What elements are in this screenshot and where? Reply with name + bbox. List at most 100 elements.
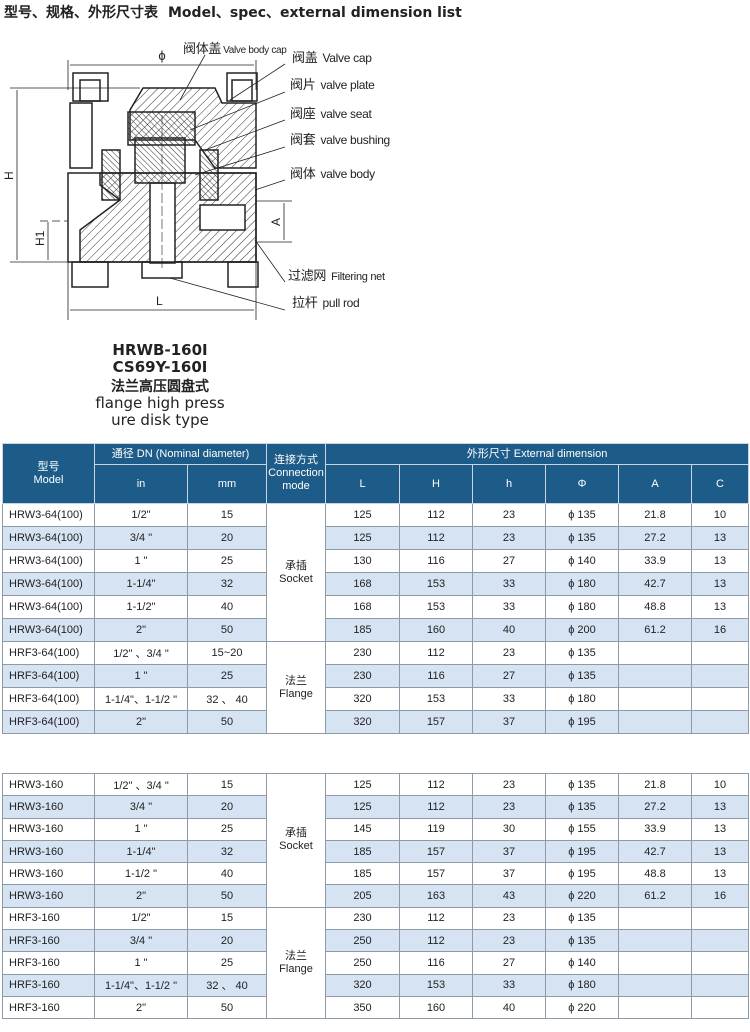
table-row: HRF3-64(100) 1-1/4"、1-1/2 " 32 、 40 320 153 3… <box>2 687 750 711</box>
table-row: HRF3-160 2" 50 350 160 40 ϕ 220 <box>2 995 749 1020</box>
cell-mm: 25 <box>187 951 267 975</box>
cell-h: 40 <box>472 618 546 642</box>
cell-in: 1 " <box>94 817 188 841</box>
cell-H: 157 <box>399 862 473 886</box>
table-row: HRF3-160 1 " 25 250 116 27 ϕ 140 <box>2 951 749 975</box>
cell-mm: 32 、 40 <box>187 687 267 711</box>
cell-C <box>691 906 749 931</box>
cell-in: 2" <box>94 884 188 908</box>
part-label-valve-seat: 阀座 valve seat <box>290 106 372 121</box>
cell-L: 250 <box>325 951 400 975</box>
dim-h1: H1 <box>33 230 47 246</box>
cell-H: 153 <box>399 973 473 997</box>
table-row: HRF3-64(100) 1 " 25 230 116 27 ϕ 135 <box>2 664 750 688</box>
cell-L: 125 <box>325 526 400 550</box>
cell-H: 163 <box>399 884 473 908</box>
cell-phi: ϕ 180 <box>545 973 619 997</box>
table-row: HRW3-160 1-1/2 " 40 185 157 37 ϕ 195 48.8 13 <box>2 862 749 886</box>
cell-L: 125 <box>325 795 400 819</box>
cell-H: 112 <box>399 641 473 665</box>
cell-C <box>690 664 750 688</box>
cell-A: 42.7 <box>618 572 692 596</box>
part-label-valve-plate: 阀片 valve plate <box>290 77 375 92</box>
cell-L: 125 <box>325 772 400 797</box>
header-mm: mm <box>187 464 267 504</box>
cell-h: 23 <box>472 641 546 665</box>
cell-h: 27 <box>472 549 546 573</box>
cell-phi: ϕ 135 <box>545 772 619 797</box>
cell-in: 1/2" <box>94 906 188 931</box>
connection-mode-cell: 法兰 Flange <box>266 906 326 1020</box>
cell-in: 1 " <box>94 951 188 975</box>
cell-L: 350 <box>325 995 400 1020</box>
table-row: HRW3-160 1 " 25 145 119 30 ϕ 155 33.9 13 <box>2 817 749 841</box>
cell-h: 27 <box>472 951 546 975</box>
cell-A <box>618 687 692 711</box>
cell-A: 21.8 <box>618 772 692 797</box>
cell-phi: ϕ 140 <box>545 549 619 573</box>
cell-A <box>618 906 692 931</box>
cell-C <box>691 951 749 975</box>
cell-A: 42.7 <box>618 839 692 864</box>
table-row: HRW3-64(100) 1-1/4" 32 168 153 33 ϕ 180 42.7 13 <box>2 572 750 596</box>
cell-H: 157 <box>399 710 473 734</box>
cell-mm: 20 <box>187 795 267 819</box>
cell-model: HRF3-160 <box>2 929 95 953</box>
cell-model: HRW3-64(100) <box>2 549 95 573</box>
cell-phi: ϕ 135 <box>545 641 619 665</box>
cell-in: 1-1/4"、1-1/2 " <box>94 687 188 711</box>
cell-mm: 25 <box>187 549 267 573</box>
cell-C: 13 <box>691 839 749 864</box>
cell-H: 116 <box>399 664 473 688</box>
cell-C <box>691 995 749 1020</box>
cell-h: 37 <box>472 839 546 864</box>
caption-cn: 法兰高压圆盘式 <box>111 379 209 395</box>
connection-mode-cell: 承插 Socket <box>266 773 326 908</box>
cell-phi: ϕ 140 <box>545 951 619 975</box>
cell-h: 33 <box>472 687 546 711</box>
header-external-dimension: 外形尺寸 External dimension <box>324 443 750 465</box>
cell-mm: 50 <box>187 710 267 734</box>
cell-model: HRF3-160 <box>2 951 95 975</box>
cell-phi: ϕ 135 <box>545 664 619 688</box>
cell-mm: 32 <box>187 839 267 864</box>
cell-h: 37 <box>472 862 546 886</box>
cell-A: 61.2 <box>618 618 692 642</box>
cell-C: 13 <box>691 862 749 886</box>
table-row: HRW3-64(100) 2" 50 185 160 40 ϕ 200 61.2 16 <box>2 618 750 642</box>
caption-model-2: CS69Y-160I <box>112 358 208 376</box>
cell-phi: ϕ 135 <box>545 526 619 550</box>
cell-A: 48.8 <box>618 862 692 886</box>
cell-L: 185 <box>325 618 400 642</box>
part-label-pull-rod: 拉杆 pull rod <box>292 295 360 310</box>
cell-model: HRW3-64(100) <box>2 595 95 619</box>
cell-in: 2" <box>94 618 188 642</box>
header-nominal-diameter: 通径 DN (Nominal diameter) <box>94 443 267 465</box>
cell-in: 1 " <box>94 549 188 573</box>
header-connection-mode: 连接方式 Connection mode <box>266 443 326 504</box>
cell-mm: 32 <box>187 572 267 596</box>
cell-model: HRF3-64(100) <box>2 664 95 688</box>
cell-model: HRW3-160 <box>2 772 95 797</box>
dim-a: A <box>269 218 283 226</box>
cell-mm: 50 <box>187 618 267 642</box>
caption-model-1: HRWB-160I <box>112 341 208 359</box>
cell-H: 157 <box>399 839 473 864</box>
cell-h: 23 <box>472 526 546 550</box>
cell-model: HRF3-64(100) <box>2 687 95 711</box>
cell-A <box>618 973 692 997</box>
cell-H: 119 <box>399 817 473 841</box>
dim-h: H <box>2 171 16 180</box>
cell-H: 153 <box>399 687 473 711</box>
cell-model: HRF3-64(100) <box>2 710 95 734</box>
cell-in: 3/4 " <box>94 929 188 953</box>
header-h: h <box>472 464 546 504</box>
cell-L: 125 <box>325 503 400 527</box>
page-title: 型号、规格、外形尺寸表 Model、spec、external dimension… <box>4 2 462 22</box>
cell-in: 1-1/2 " <box>94 862 188 886</box>
cell-h: 23 <box>472 906 546 931</box>
cell-h: 23 <box>472 929 546 953</box>
table-row: HRW3-64(100) 1/2" 15 承插 Socket 125 112 23 ϕ 135 2… <box>2 503 750 642</box>
table-row: HRF3-160 1-1/4"、1-1/2 " 32 、 40 320 153 33 ϕ 1… <box>2 973 749 997</box>
cell-model: HRW3-64(100) <box>2 618 95 642</box>
